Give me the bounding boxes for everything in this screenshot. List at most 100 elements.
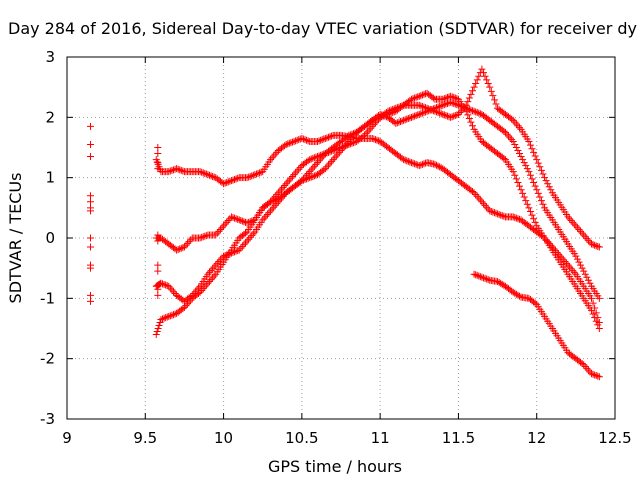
- data-point: [241, 229, 249, 237]
- data-point: [440, 111, 448, 119]
- data-point: [515, 182, 523, 190]
- data-point: [231, 214, 239, 222]
- data-point: [454, 110, 462, 118]
- data-point: [154, 144, 162, 151]
- data-point: [328, 157, 336, 165]
- data-point: [271, 150, 279, 158]
- data-point: [307, 173, 315, 181]
- data-point: [231, 248, 239, 256]
- data-point: [448, 99, 456, 107]
- data-point: [420, 160, 428, 168]
- data-point: [512, 120, 520, 128]
- data-point: [201, 283, 209, 291]
- data-point: [204, 270, 212, 278]
- data-point: [384, 107, 392, 115]
- data-point: [246, 233, 254, 241]
- data-point: [205, 171, 213, 179]
- data-point: [198, 168, 206, 176]
- data-point: [443, 93, 451, 101]
- data-point: [594, 242, 602, 250]
- data-point: [454, 101, 462, 109]
- data-point: [589, 299, 597, 307]
- data-point: [476, 273, 484, 281]
- data-point: [591, 241, 599, 249]
- data-point: [281, 142, 289, 150]
- data-point: [515, 124, 523, 132]
- data-point: [411, 112, 419, 120]
- data-point: [525, 168, 533, 176]
- data-point: [467, 106, 475, 114]
- data-point: [547, 186, 555, 194]
- data-point: [528, 211, 536, 219]
- data-point: [489, 92, 497, 100]
- data-point: [288, 172, 296, 180]
- data-point: [528, 145, 536, 153]
- data-point: [371, 119, 379, 127]
- data-point: [412, 112, 420, 120]
- data-point: [592, 242, 600, 250]
- data-point: [351, 138, 359, 146]
- data-point: [329, 156, 337, 164]
- data-point: [514, 178, 522, 186]
- data-point: [470, 83, 478, 91]
- data-point: [339, 143, 347, 151]
- data-point: [581, 270, 589, 278]
- data-point: [243, 174, 251, 182]
- data-point: [185, 238, 193, 246]
- data-point: [526, 207, 534, 215]
- data-point: [533, 156, 541, 164]
- data-point: [205, 268, 213, 276]
- data-point: [479, 200, 487, 208]
- data-point: [263, 210, 271, 218]
- data-point: [86, 192, 94, 200]
- data-point: [314, 159, 322, 167]
- data-point: [256, 169, 264, 177]
- data-point: [245, 235, 253, 243]
- data-point: [398, 117, 406, 125]
- data-point: [501, 128, 509, 136]
- data-point: [323, 134, 331, 142]
- data-point: [232, 215, 240, 223]
- data-point: [450, 99, 458, 107]
- data-point: [572, 222, 580, 230]
- data-point: [417, 110, 425, 118]
- data-point: [484, 80, 492, 88]
- data-point: [314, 137, 322, 145]
- data-point: [451, 94, 459, 102]
- data-point: [519, 156, 527, 164]
- data-point: [306, 168, 314, 176]
- data-point: [198, 233, 206, 241]
- data-point: [473, 76, 481, 84]
- y-tick-label: 0: [45, 229, 55, 247]
- data-point: [447, 92, 455, 100]
- data-point: [162, 281, 170, 289]
- data-point: [220, 180, 228, 188]
- data-point: [318, 136, 326, 144]
- data-point: [536, 193, 544, 201]
- data-point: [403, 157, 411, 165]
- data-point: [312, 153, 320, 161]
- data-point: [404, 115, 412, 123]
- data-point: [310, 154, 318, 162]
- data-point: [577, 227, 585, 235]
- data-point: [285, 139, 293, 147]
- data-point: [401, 116, 409, 124]
- data-point: [564, 213, 572, 221]
- data-point: [512, 214, 520, 222]
- data-point: [464, 98, 472, 106]
- data-point: [267, 156, 275, 164]
- data-point: [588, 370, 596, 378]
- data-point: [473, 192, 481, 200]
- data-point: [154, 150, 162, 158]
- data-point: [216, 226, 224, 234]
- data-points: [86, 65, 603, 381]
- data-point: [348, 130, 356, 138]
- data-point: [591, 314, 599, 322]
- data-point: [484, 276, 492, 284]
- data-point: [417, 92, 425, 100]
- data-point: [243, 219, 251, 227]
- data-point: [489, 208, 497, 216]
- data-point: [520, 193, 528, 201]
- data-point: [577, 261, 585, 269]
